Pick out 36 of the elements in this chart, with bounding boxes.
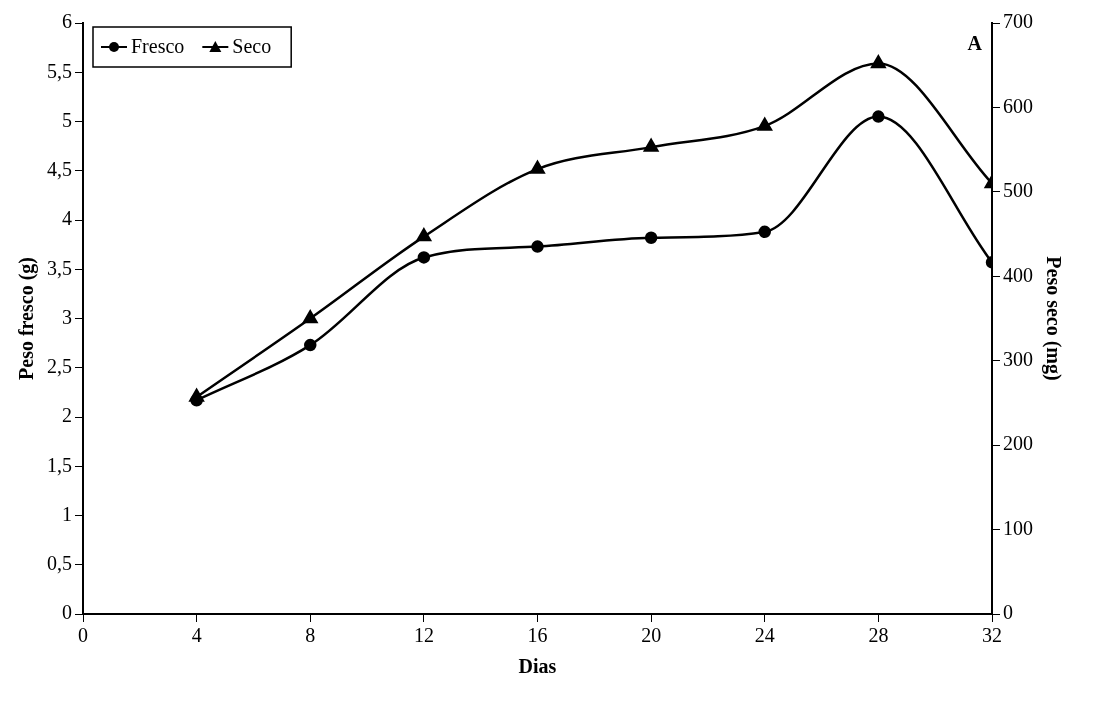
x-tick-label: 28 — [868, 624, 889, 647]
y2-tick-label: 0 — [1003, 601, 1013, 624]
x-tick-label: 12 — [413, 624, 434, 647]
y-tick-label: 4 — [62, 207, 72, 230]
y-tick-label: 6 — [62, 10, 72, 33]
y2-tick-label: 300 — [1003, 347, 1033, 370]
y2-axis-title: Peso seco (mg) — [1041, 256, 1065, 381]
x-tick-label: 4 — [191, 624, 202, 647]
y-tick-label: 2,5 — [47, 355, 72, 377]
y-axis-title: Peso fresco (g) — [15, 257, 39, 380]
y-tick-label: 5 — [62, 108, 72, 131]
y-tick-label: 0 — [62, 601, 72, 624]
y-tick-label: 0,5 — [47, 552, 72, 574]
y2-tick-label: 500 — [1003, 179, 1033, 202]
legend-label: Fresco — [131, 35, 185, 58]
x-tick-label: 0 — [78, 624, 88, 647]
y-tick-label: 3,5 — [47, 256, 72, 279]
y-tick-label: 4,5 — [47, 158, 72, 180]
annotation: A — [967, 32, 983, 55]
y-tick-label: 1,5 — [47, 453, 72, 476]
x-tick-label: 24 — [754, 624, 775, 647]
x-tick-label: 20 — [641, 624, 662, 647]
y-tick-label: 1 — [62, 502, 72, 525]
y2-tick-label: 100 — [1003, 516, 1033, 539]
y-tick-label: 2 — [62, 404, 72, 427]
legend-label: Seco — [232, 35, 272, 58]
y-tick-label: 5,5 — [47, 59, 72, 82]
y2-tick-label: 600 — [1003, 94, 1033, 117]
y2-tick-label: 700 — [1003, 10, 1033, 33]
y2-tick-label: 200 — [1003, 432, 1033, 455]
x-tick-label: 32 — [982, 624, 1002, 647]
x-tick-label: 8 — [305, 624, 316, 647]
x-tick-label: 16 — [527, 624, 548, 647]
y2-tick-label: 400 — [1003, 263, 1033, 286]
y-tick-label: 3 — [62, 305, 72, 328]
x-axis-title: Dias — [518, 655, 557, 678]
